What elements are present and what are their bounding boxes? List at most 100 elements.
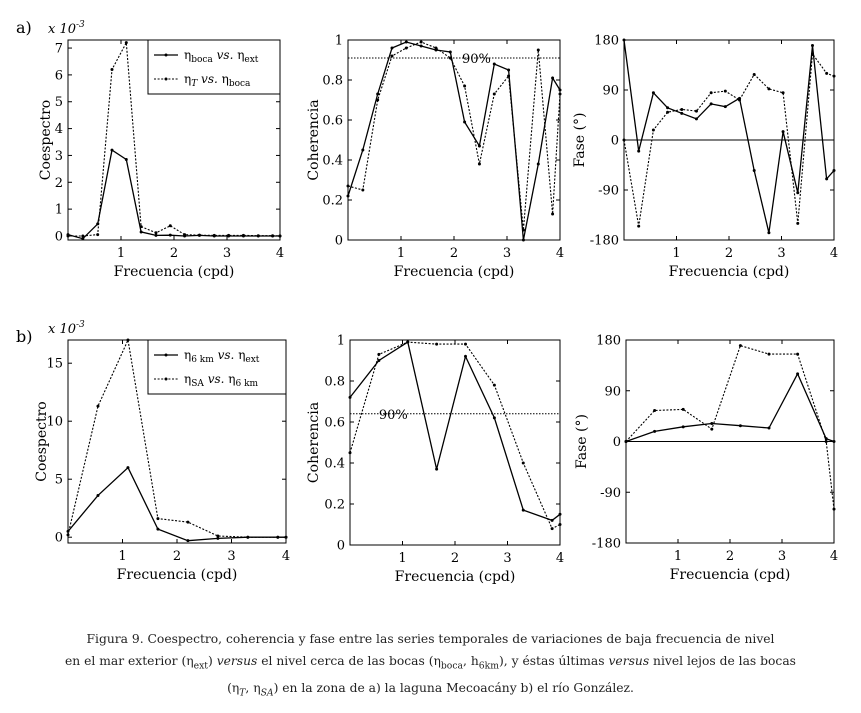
data-point [536, 48, 540, 52]
data-point [666, 106, 670, 110]
data-point [492, 62, 496, 66]
data-point [492, 92, 496, 96]
data-point [154, 231, 158, 235]
y-tick-label: 5 [55, 95, 63, 110]
data-point [796, 191, 800, 195]
x-tick-label: 4 [556, 551, 564, 566]
data-point [419, 44, 423, 48]
data-point [154, 233, 158, 237]
data-point [66, 234, 70, 238]
data-point [681, 425, 685, 429]
y-tick-label: 0 [337, 539, 345, 554]
data-point [558, 512, 562, 516]
x-tick-label: 3 [503, 246, 511, 261]
figure-caption: Figura 9. Coespectro, coherencia y fase … [40, 628, 821, 705]
x-tick-label: 3 [227, 549, 235, 564]
data-point [680, 107, 684, 111]
y-tick-label: 10 [46, 415, 63, 430]
y-tick-label: -180 [590, 234, 619, 249]
data-point [558, 88, 562, 92]
x-tick-label: 1 [672, 246, 680, 261]
panel-label-a: a) [16, 18, 32, 37]
data-point [550, 518, 554, 522]
x-tick-label: 3 [777, 246, 785, 261]
data-point [796, 352, 800, 356]
data-point [681, 407, 685, 411]
data-point [376, 98, 380, 102]
x-tick-label: 2 [451, 551, 459, 566]
data-point [709, 91, 713, 95]
y-tick-label: 0.8 [322, 74, 343, 89]
data-point [168, 224, 172, 228]
data-point [216, 536, 220, 540]
y-tick-label: 15 [46, 357, 63, 372]
legend-marker [164, 377, 168, 381]
y-tick-label: -90 [598, 184, 619, 199]
data-point [832, 169, 836, 173]
x-tick-label: 2 [173, 549, 181, 564]
data-point [723, 89, 727, 93]
series-line-solid [623, 39, 835, 233]
x-tick-label: 2 [450, 246, 458, 261]
chart-a-coespectro: 1 2 3 4 0 1 2 3 4 5 6 7 Frecuencia (cpd) Coespectro x … [38, 20, 284, 280]
x-tick-label: 4 [282, 549, 290, 564]
caption-line: (ηT, ηSA) en la zona de a) la laguna Mec… [227, 681, 634, 699]
series-line-dotted [347, 41, 561, 231]
data-point [346, 184, 350, 188]
data-point [832, 74, 836, 78]
data-point [435, 467, 439, 471]
data-point [197, 233, 201, 237]
data-point [492, 383, 496, 387]
y-tick-label: 0.6 [324, 416, 345, 431]
y-exponent-label: x 10-3 [48, 20, 85, 37]
data-point [361, 148, 365, 152]
data-point [651, 91, 655, 95]
y-tick-label: 0.4 [324, 457, 345, 472]
data-point [767, 426, 771, 430]
data-point [186, 539, 190, 543]
data-point [767, 87, 771, 91]
y-tick-label: 0 [335, 234, 343, 249]
data-point [710, 421, 714, 425]
y-axis-label: Coherencia [306, 402, 322, 483]
x-tick-label: 3 [503, 551, 511, 566]
data-point [558, 523, 562, 526]
data-point [680, 111, 684, 115]
data-point [825, 177, 829, 181]
x-tick-label: 1 [674, 549, 682, 564]
caption-line: en el mar exterior (ηext) versus el nive… [65, 654, 796, 672]
data-point [666, 110, 670, 114]
y-axis-label: Fase (°) [574, 414, 590, 469]
data-point [781, 130, 785, 134]
x-tick-label: 4 [830, 246, 838, 261]
data-point [558, 92, 562, 96]
data-point [406, 340, 410, 344]
data-point [284, 535, 288, 539]
data-point [212, 233, 216, 237]
data-point [348, 395, 352, 399]
data-point [124, 41, 128, 45]
x-tick-label: 2 [725, 246, 733, 261]
data-point [738, 424, 742, 428]
data-point [622, 38, 626, 42]
series-line-solid [67, 149, 280, 240]
legend-entry: ηT vs. ηboca [184, 72, 251, 89]
data-point [710, 427, 714, 431]
series-line-dotted [623, 52, 835, 227]
chart-a-coherencia: 90% 1 2 3 4 0 0.2 0.4 0.6 0.8 1 Frecuencia (cpd) Coh… [306, 34, 564, 281]
x-tick-label: 2 [726, 549, 734, 564]
chart-a-fase: 1 2 3 4 -180 -90 0 90 180 Frecuencia (cpd) Fase (°… [572, 34, 838, 281]
y-tick-label: 0 [55, 531, 63, 546]
y-tick-label: 180 [594, 34, 619, 49]
chart-b-fase: 1 2 3 4 -180 -90 0 90 180 Frecuencia (cpd) Fase (°… [574, 334, 838, 584]
data-point [832, 507, 836, 511]
data-point [271, 234, 275, 238]
data-point [96, 493, 100, 497]
x-tick-label: 3 [223, 246, 231, 261]
y-tick-label: 1 [335, 34, 343, 49]
y-tick-label: -90 [600, 486, 621, 501]
data-point [346, 194, 350, 198]
data-point [477, 144, 481, 148]
y-tick-label: 6 [55, 68, 63, 83]
y-axis-label: Fase (°) [572, 113, 588, 168]
